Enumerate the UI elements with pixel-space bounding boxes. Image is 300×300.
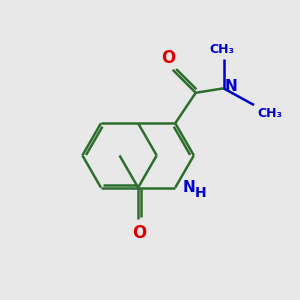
Text: O: O bbox=[133, 224, 147, 242]
Text: N: N bbox=[183, 180, 195, 195]
Text: H: H bbox=[195, 186, 207, 200]
Text: CH₃: CH₃ bbox=[257, 106, 282, 119]
Text: CH₃: CH₃ bbox=[210, 44, 235, 56]
Text: N: N bbox=[225, 79, 238, 94]
Text: O: O bbox=[161, 49, 175, 67]
